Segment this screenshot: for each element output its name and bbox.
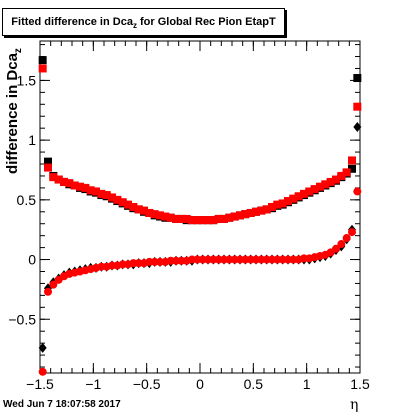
square-marker [241, 210, 250, 219]
square-marker [188, 216, 196, 225]
square-marker [129, 203, 138, 211]
square-marker [182, 214, 191, 223]
chart-title: Fitted difference in Dcaz for Global Rec… [2, 8, 285, 36]
y-axis-label-text: difference in Dca [4, 53, 21, 174]
square-marker [70, 181, 79, 190]
chart-title-text: Fitted difference in Dca [11, 16, 133, 28]
square-marker [225, 213, 234, 222]
plot-frame [39, 40, 361, 374]
square-marker [44, 163, 52, 172]
square-marker [326, 177, 335, 186]
square-marker [348, 156, 356, 165]
square-marker [273, 200, 282, 209]
square-marker [257, 206, 266, 215]
circle-marker [38, 367, 47, 376]
square-marker [38, 56, 47, 65]
square-marker [321, 180, 330, 189]
square-marker [268, 203, 276, 211]
circle-marker [353, 187, 362, 196]
circle-marker [337, 240, 346, 249]
square-marker [230, 212, 239, 221]
square-marker [316, 182, 324, 191]
circle-marker [348, 228, 356, 237]
square-marker [81, 183, 90, 192]
square-marker [262, 205, 271, 214]
y-axis-label-subscript: z [13, 48, 24, 54]
square-marker [145, 208, 154, 217]
circle-marker [44, 287, 52, 296]
x-tick-label: −1.5 [26, 376, 54, 392]
square-marker [289, 194, 298, 203]
square-marker [332, 175, 340, 184]
square-marker [60, 177, 68, 186]
circle-marker [342, 234, 351, 243]
square-marker [102, 191, 111, 200]
x-tick-label: 0.5 [244, 376, 264, 392]
circle-marker [49, 280, 58, 289]
square-marker [220, 214, 228, 223]
square-marker [209, 216, 218, 225]
diamond-marker [38, 342, 47, 353]
square-marker [118, 198, 127, 207]
square-marker [278, 199, 287, 208]
square-marker [284, 197, 292, 206]
square-marker [92, 187, 100, 196]
square-marker [246, 208, 255, 217]
y-tick-label: 0.5 [17, 192, 37, 208]
y-tick-label: −0.5 [8, 311, 36, 327]
data-markers [38, 56, 362, 376]
square-marker [76, 182, 84, 191]
diamond-marker [353, 121, 362, 132]
square-marker [252, 207, 260, 216]
square-marker [38, 64, 47, 73]
square-marker [300, 189, 308, 198]
square-marker [214, 214, 223, 223]
square-marker [134, 205, 143, 214]
x-tick-label: 1.5 [350, 376, 370, 392]
square-marker [150, 210, 159, 219]
square-marker [156, 211, 164, 220]
square-marker [97, 189, 106, 198]
x-tick-label: −1 [85, 376, 101, 392]
chart-title-rest: for Global Rec Pion EtapT [136, 16, 276, 28]
square-marker [140, 206, 148, 215]
square-marker [108, 193, 116, 202]
square-marker [348, 164, 356, 173]
square-marker [294, 192, 303, 201]
square-marker [193, 216, 202, 225]
square-marker [65, 179, 74, 188]
x-tick-label: −0.5 [133, 376, 161, 392]
y-tick-label: 1 [28, 132, 36, 148]
square-marker [353, 74, 362, 83]
x-tick-label: 1 [303, 376, 311, 392]
y-tick-label: 1.5 [17, 72, 37, 88]
x-tick-label: 0 [196, 376, 204, 392]
square-marker [305, 187, 314, 196]
square-marker [113, 195, 122, 204]
y-tick-label: 0 [28, 252, 36, 268]
axis-ticks: −1.5 −1 −0.5 0 0.5 1 1.5 −0.5 0 0.5 1 1.5 [8, 41, 370, 392]
timestamp-footer: Wed Jun 7 18:07:58 2017 [3, 399, 121, 410]
square-marker [166, 213, 175, 222]
square-marker [86, 186, 95, 195]
square-marker [342, 168, 351, 177]
circle-marker [332, 244, 340, 253]
square-marker [198, 216, 207, 225]
x-axis-label: η [350, 397, 359, 413]
square-marker [337, 171, 346, 180]
square-marker [236, 211, 244, 220]
chart-title-subscript: z [132, 21, 137, 30]
square-marker [49, 173, 58, 182]
square-marker [204, 216, 212, 225]
square-marker [161, 212, 170, 221]
y-axis-label: difference in Dcaz [4, 36, 24, 186]
square-marker [44, 157, 52, 166]
square-marker [54, 175, 63, 184]
square-marker [310, 185, 319, 194]
square-marker [177, 214, 186, 223]
square-marker [124, 200, 132, 209]
square-marker [353, 102, 362, 111]
square-marker [172, 214, 180, 223]
